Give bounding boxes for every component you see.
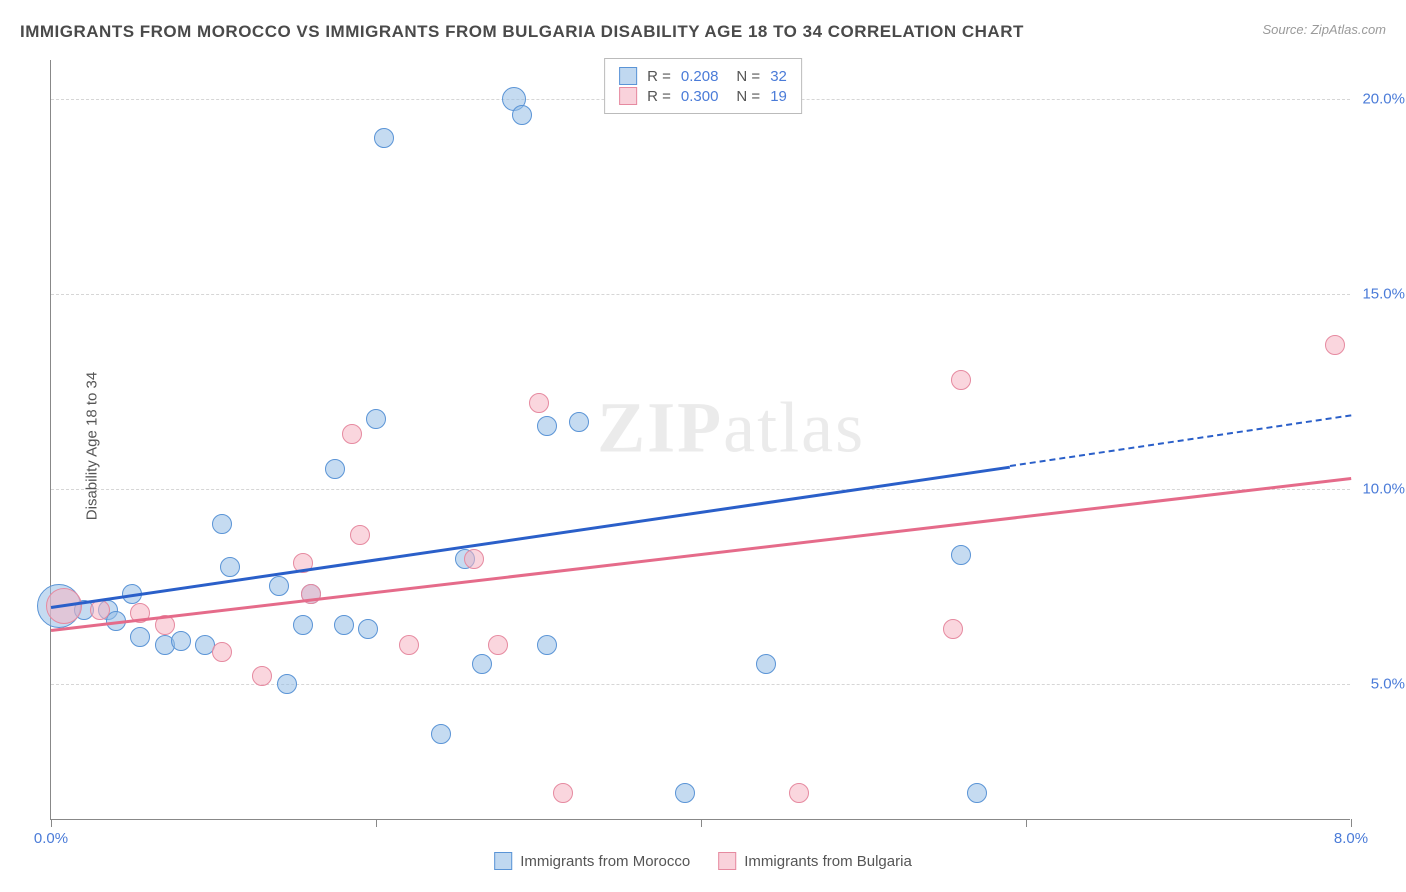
data-point <box>488 635 508 655</box>
data-point <box>171 631 191 651</box>
y-tick-label: 5.0% <box>1371 675 1405 692</box>
data-point <box>967 783 987 803</box>
x-tick-label: 0.0% <box>34 830 68 847</box>
legend-swatch <box>619 87 637 105</box>
data-point <box>90 600 110 620</box>
legend-n-label: N = <box>736 68 760 85</box>
data-point <box>789 783 809 803</box>
x-tick <box>1351 819 1352 827</box>
data-point <box>399 635 419 655</box>
data-point <box>553 783 573 803</box>
x-tick <box>701 819 702 827</box>
chart-title: IMMIGRANTS FROM MOROCCO VS IMMIGRANTS FR… <box>20 22 1024 42</box>
legend-swatch <box>619 67 637 85</box>
legend-r-value: 0.300 <box>681 88 719 105</box>
legend-item: Immigrants from Morocco <box>494 852 690 870</box>
legend-n-label: N = <box>736 88 760 105</box>
legend-label: Immigrants from Bulgaria <box>744 853 912 870</box>
data-point <box>293 615 313 635</box>
legend-n-value: 19 <box>770 88 787 105</box>
trend-line <box>51 477 1351 631</box>
data-point <box>537 635 557 655</box>
y-tick-label: 20.0% <box>1362 90 1405 107</box>
data-point <box>951 370 971 390</box>
data-point <box>350 525 370 545</box>
data-point <box>943 619 963 639</box>
x-tick-label: 8.0% <box>1334 830 1368 847</box>
data-point <box>529 393 549 413</box>
legend-row: R = 0.300 N = 19 <box>619 87 787 105</box>
legend-r-label: R = <box>647 68 671 85</box>
y-tick-label: 10.0% <box>1362 480 1405 497</box>
x-tick <box>51 819 52 827</box>
source-attribution: Source: ZipAtlas.com <box>1262 22 1386 37</box>
trend-line <box>51 465 1010 608</box>
y-tick-label: 15.0% <box>1362 285 1405 302</box>
legend-row: R = 0.208 N = 32 <box>619 67 787 85</box>
gridline <box>51 684 1350 685</box>
legend-swatch <box>494 852 512 870</box>
series-legend: Immigrants from Morocco Immigrants from B… <box>494 852 912 870</box>
data-point <box>675 783 695 803</box>
data-point <box>756 654 776 674</box>
data-point <box>366 409 386 429</box>
correlation-legend: R = 0.208 N = 32 R = 0.300 N = 19 <box>604 58 802 114</box>
data-point <box>512 105 532 125</box>
trend-line <box>1010 415 1352 468</box>
legend-label: Immigrants from Morocco <box>520 853 690 870</box>
legend-swatch <box>718 852 736 870</box>
data-point <box>431 724 451 744</box>
legend-r-label: R = <box>647 88 671 105</box>
data-point <box>464 549 484 569</box>
data-point <box>212 642 232 662</box>
data-point <box>325 459 345 479</box>
data-point <box>1325 335 1345 355</box>
x-tick <box>1026 819 1027 827</box>
legend-n-value: 32 <box>770 68 787 85</box>
data-point <box>252 666 272 686</box>
data-point <box>212 514 232 534</box>
data-point <box>220 557 240 577</box>
legend-item: Immigrants from Bulgaria <box>718 852 912 870</box>
legend-r-value: 0.208 <box>681 68 719 85</box>
gridline <box>51 294 1350 295</box>
data-point <box>342 424 362 444</box>
gridline <box>51 489 1350 490</box>
data-point <box>537 416 557 436</box>
data-point <box>374 128 394 148</box>
data-point <box>472 654 492 674</box>
data-point <box>269 576 289 596</box>
plot-area: 5.0%10.0%15.0%20.0%0.0%8.0% <box>50 60 1350 820</box>
x-tick <box>376 819 377 827</box>
data-point <box>569 412 589 432</box>
data-point <box>130 627 150 647</box>
data-point <box>951 545 971 565</box>
data-point <box>358 619 378 639</box>
data-point <box>334 615 354 635</box>
data-point <box>277 674 297 694</box>
